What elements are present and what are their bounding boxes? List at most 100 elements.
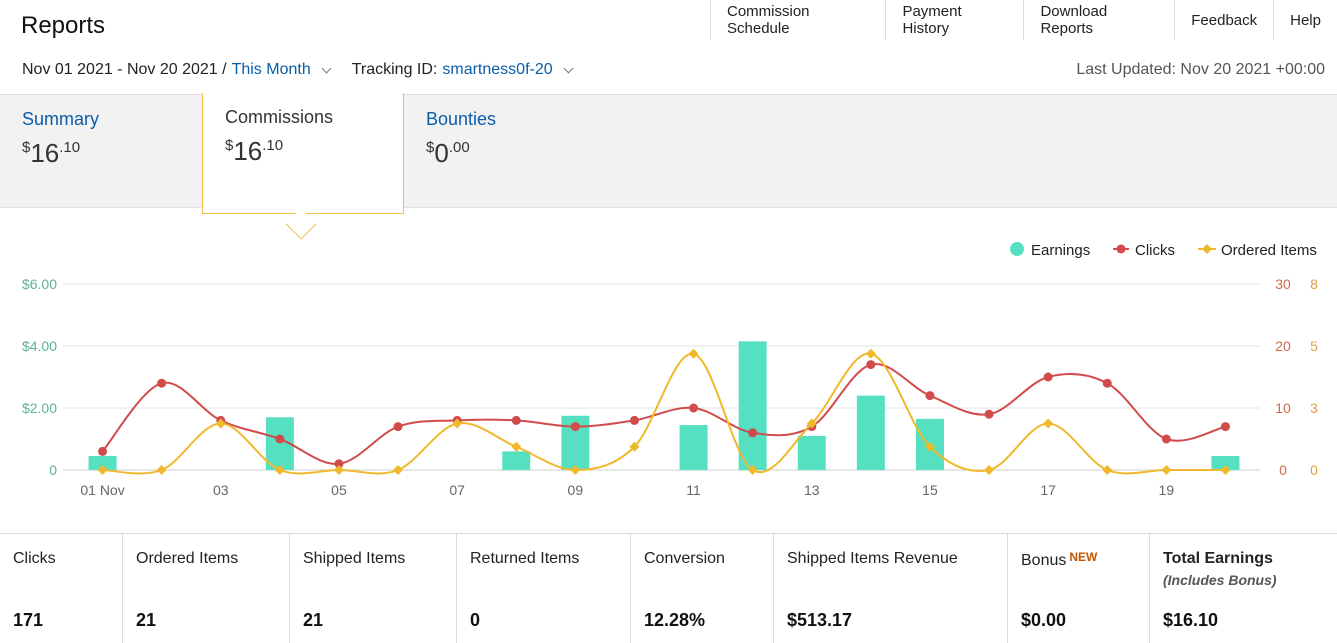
stat-value: $513.17 — [787, 610, 853, 630]
clicks-point — [866, 360, 876, 370]
ordered-items-line — [102, 352, 1226, 475]
ordered-items-point — [747, 465, 758, 475]
stat-label-text: Shipped Items — [303, 550, 406, 567]
ordered-items-point — [1161, 465, 1172, 475]
tab-summary-label: Summary — [22, 109, 100, 129]
stat-label: Shipped Items — [303, 550, 456, 568]
stat-label-text: Clicks — [13, 550, 56, 567]
download-reports-button[interactable]: Download Reports — [1024, 0, 1176, 40]
stat-total-earnings: Total Earnings (Includes Bonus) $16.10 — [1150, 534, 1337, 643]
clicks-point — [393, 422, 403, 432]
clicks-point — [1102, 378, 1112, 388]
ordered-items-point — [156, 465, 167, 475]
y-tick-left: $2.00 — [22, 400, 57, 416]
stat-label-text: Total Earnings — [1163, 550, 1273, 567]
bounties-amount: $0.00 — [426, 138, 606, 169]
x-tick-label: 09 — [568, 482, 584, 498]
clicks-point — [629, 415, 639, 425]
tab-commissions-label: Commissions — [225, 107, 334, 127]
earnings-chart: 0 0 0 $2.00 10 3 $4.00 20 5 $6.00 30 8 01 Nov 03 05 07 0… — [22, 242, 1318, 498]
currency-symbol: $ — [225, 137, 234, 154]
summary-cents: .10 — [59, 139, 81, 156]
y-tick-right-ordered: 5 — [1310, 338, 1318, 354]
clicks-point — [275, 434, 285, 444]
bounties-dollars: 0 — [434, 138, 449, 168]
x-tick-label: 05 — [331, 482, 347, 498]
tab-bounties[interactable]: Bounties $0.00 — [404, 95, 606, 209]
tracking-id-value[interactable]: smartness0f-20 — [442, 61, 553, 78]
period-dropdown[interactable]: This Month — [231, 61, 311, 78]
help-button[interactable]: Help — [1274, 0, 1337, 40]
stat-value: $0.00 — [1021, 610, 1067, 630]
earnings-bar — [502, 451, 531, 470]
stat-value: 171 — [13, 610, 44, 630]
chevron-down-icon[interactable] — [321, 63, 332, 73]
x-tick-label: 07 — [449, 482, 465, 498]
ordered-items-point — [865, 348, 876, 359]
stat-label: Bonus NEW — [1021, 550, 1149, 570]
legend-ordered-marker — [1202, 244, 1212, 254]
stat-sub-label: (Includes Bonus) — [1163, 572, 1277, 588]
ordered-items-point — [984, 465, 994, 475]
stat-value: 21 — [303, 610, 324, 630]
stat-bonus: Bonus NEW $0.00 — [1008, 534, 1150, 643]
clicks-point — [157, 378, 167, 388]
clicks-point — [334, 459, 344, 469]
earnings-bar — [679, 425, 708, 470]
x-tick-label: 15 — [922, 482, 938, 498]
y-tick-right-ordered: 8 — [1310, 276, 1318, 292]
payment-history-button[interactable]: Payment History — [886, 0, 1025, 40]
ordered-items-point — [1220, 465, 1231, 475]
y-tick-right-clicks: 20 — [1275, 338, 1291, 354]
stat-label: Conversion — [644, 550, 773, 568]
x-tick-label: 17 — [1040, 482, 1056, 498]
y-tick-right-clicks: 30 — [1275, 276, 1291, 292]
last-updated: Last Updated: Nov 20 2021 +00:00 — [1076, 61, 1325, 78]
earnings-bar — [856, 395, 885, 470]
stat-label-text: Ordered Items — [136, 550, 239, 567]
stat-label-text: Conversion — [644, 550, 725, 567]
clicks-point — [1043, 372, 1053, 382]
tab-commissions[interactable]: Commissions $16.10 — [202, 93, 404, 214]
clicks-point — [689, 403, 699, 413]
commission-schedule-button[interactable]: Commission Schedule — [711, 0, 887, 40]
ordered-items-point — [393, 465, 403, 475]
clicks-point — [511, 415, 521, 425]
stat-returned-items: Returned Items 0 — [457, 534, 631, 643]
x-tick-label: 11 — [686, 482, 701, 498]
ordered-items-point — [1102, 465, 1113, 475]
earnings-bar — [88, 456, 117, 470]
legend-ordered-items: Ordered Items — [1221, 242, 1317, 259]
x-tick-label: 13 — [804, 482, 820, 498]
x-tick-label: 01 Nov — [80, 482, 124, 498]
legend-clicks-marker — [1116, 244, 1126, 254]
currency-symbol: $ — [22, 139, 31, 156]
feedback-button[interactable]: Feedback — [1175, 0, 1275, 40]
clicks-point — [925, 391, 935, 401]
ordered-items-point — [688, 348, 699, 359]
clicks-point — [748, 428, 758, 438]
stat-value: 21 — [136, 610, 157, 630]
tracking-id-label: Tracking ID: — [351, 61, 438, 78]
stat-label: Returned Items — [470, 550, 630, 568]
ordered-items-point — [511, 441, 522, 452]
commissions-dollars: 16 — [233, 136, 263, 166]
stat-value: 12.28% — [644, 610, 706, 630]
tab-summary[interactable]: Summary $16.10 — [0, 95, 202, 209]
stat-shipped-revenue: Shipped Items Revenue $513.17 — [774, 534, 1008, 643]
stat-label: Ordered Items — [136, 550, 289, 568]
summary-amount: $16.10 — [22, 138, 202, 169]
x-tick-label: 03 — [213, 482, 229, 498]
ordered-items-point — [629, 441, 640, 452]
tab-bounties-label: Bounties — [426, 109, 497, 129]
clicks-point — [1220, 422, 1230, 432]
tracking-id-selector[interactable]: Tracking ID: smartness0f-20 — [351, 61, 574, 79]
clicks-point — [1161, 434, 1171, 444]
clicks-point — [570, 422, 580, 432]
x-tick-label: 19 — [1159, 482, 1175, 498]
chevron-down-icon[interactable] — [563, 63, 574, 73]
stat-ordered-items: Ordered Items 21 — [123, 534, 290, 643]
legend-earnings-marker — [1010, 242, 1024, 256]
stat-value: 0 — [470, 610, 481, 630]
new-badge: NEW — [1069, 550, 1098, 564]
